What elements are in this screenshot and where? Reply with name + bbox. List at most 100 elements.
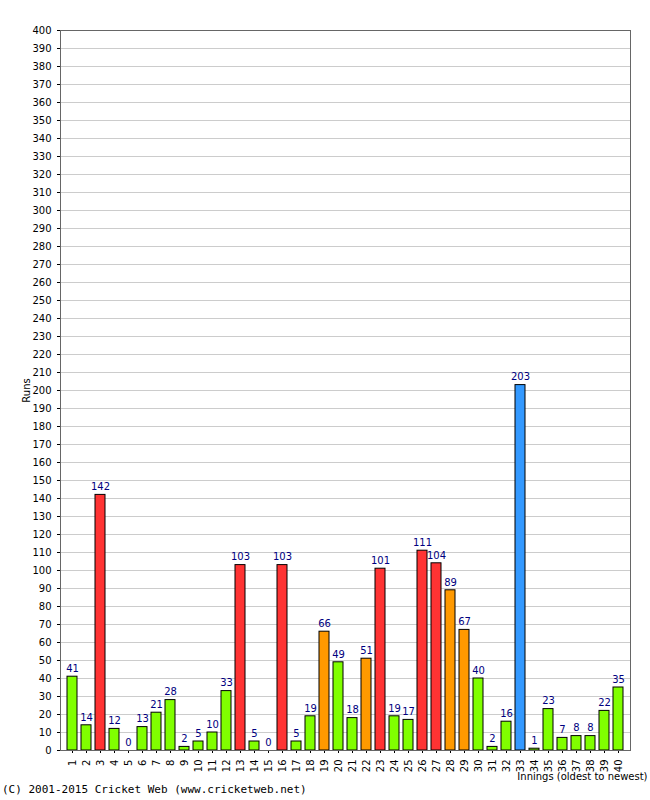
- svg-text:16: 16: [500, 708, 513, 719]
- svg-text:12: 12: [221, 760, 232, 773]
- svg-text:31: 31: [487, 760, 498, 773]
- svg-text:26: 26: [417, 760, 428, 773]
- svg-text:50: 50: [39, 655, 52, 666]
- svg-text:17: 17: [291, 760, 302, 773]
- svg-text:22: 22: [598, 697, 611, 708]
- svg-text:160: 160: [32, 457, 51, 468]
- svg-text:310: 310: [32, 187, 51, 198]
- svg-text:28: 28: [445, 760, 456, 773]
- svg-text:250: 250: [32, 295, 51, 306]
- svg-text:7: 7: [559, 724, 565, 735]
- svg-text:200: 200: [32, 385, 51, 396]
- svg-text:100: 100: [32, 565, 51, 576]
- svg-text:101: 101: [371, 555, 390, 566]
- svg-text:380: 380: [32, 61, 51, 72]
- svg-text:330: 330: [32, 151, 51, 162]
- svg-text:60: 60: [39, 637, 52, 648]
- svg-text:40: 40: [472, 665, 485, 676]
- svg-text:90: 90: [39, 583, 52, 594]
- svg-text:27: 27: [431, 760, 442, 773]
- svg-text:400: 400: [32, 25, 51, 36]
- svg-text:360: 360: [32, 97, 51, 108]
- svg-text:370: 370: [32, 79, 51, 90]
- svg-text:240: 240: [32, 313, 51, 324]
- svg-text:5: 5: [293, 728, 299, 739]
- svg-text:80: 80: [39, 601, 52, 612]
- svg-text:14: 14: [249, 760, 260, 773]
- svg-text:230: 230: [32, 331, 51, 342]
- svg-text:130: 130: [32, 511, 51, 522]
- svg-text:111: 111: [413, 537, 432, 548]
- svg-text:170: 170: [32, 439, 51, 450]
- svg-text:21: 21: [150, 699, 163, 710]
- svg-text:270: 270: [32, 259, 51, 270]
- svg-text:8: 8: [587, 722, 593, 733]
- svg-text:10: 10: [206, 719, 219, 730]
- svg-text:10: 10: [39, 727, 52, 738]
- svg-text:0: 0: [125, 737, 131, 748]
- svg-text:350: 350: [32, 115, 51, 126]
- svg-text:8: 8: [573, 722, 579, 733]
- svg-text:0: 0: [265, 737, 271, 748]
- svg-text:6: 6: [137, 760, 148, 766]
- svg-text:41: 41: [66, 663, 79, 674]
- svg-text:51: 51: [360, 645, 373, 656]
- svg-text:220: 220: [32, 349, 51, 360]
- svg-text:28: 28: [164, 686, 177, 697]
- svg-text:103: 103: [231, 551, 250, 562]
- svg-text:49: 49: [332, 649, 345, 660]
- svg-text:142: 142: [91, 481, 110, 492]
- svg-text:30: 30: [39, 691, 52, 702]
- svg-text:Runs: Runs: [21, 378, 32, 402]
- svg-text:19: 19: [304, 703, 317, 714]
- svg-text:23: 23: [375, 760, 386, 773]
- svg-text:260: 260: [32, 277, 51, 288]
- svg-text:110: 110: [32, 547, 51, 558]
- svg-text:190: 190: [32, 403, 51, 414]
- svg-text:66: 66: [318, 618, 331, 629]
- svg-text:340: 340: [32, 133, 51, 144]
- svg-text:Innings (oldest to newest): Innings (oldest to newest): [517, 771, 647, 782]
- svg-text:20: 20: [39, 709, 52, 720]
- svg-text:280: 280: [32, 241, 51, 252]
- svg-text:180: 180: [32, 421, 51, 432]
- svg-text:19: 19: [319, 760, 330, 773]
- svg-text:8: 8: [165, 760, 176, 766]
- svg-text:9: 9: [179, 760, 190, 766]
- svg-text:10: 10: [193, 760, 204, 773]
- svg-text:35: 35: [612, 674, 625, 685]
- svg-text:13: 13: [136, 713, 149, 724]
- svg-text:5: 5: [195, 728, 201, 739]
- svg-text:2: 2: [489, 733, 495, 744]
- svg-text:104: 104: [427, 550, 446, 561]
- svg-text:67: 67: [458, 616, 471, 627]
- svg-text:21: 21: [347, 760, 358, 773]
- svg-text:0: 0: [45, 745, 51, 756]
- svg-text:4: 4: [109, 760, 120, 766]
- svg-text:140: 140: [32, 493, 51, 504]
- svg-text:390: 390: [32, 43, 51, 54]
- svg-text:14: 14: [80, 712, 93, 723]
- svg-text:2: 2: [181, 733, 187, 744]
- svg-text:30: 30: [473, 760, 484, 773]
- svg-text:24: 24: [389, 760, 400, 773]
- svg-text:120: 120: [32, 529, 51, 540]
- svg-text:18: 18: [305, 760, 316, 773]
- svg-text:300: 300: [32, 205, 51, 216]
- svg-text:16: 16: [277, 760, 288, 773]
- svg-text:11: 11: [207, 760, 218, 773]
- svg-text:18: 18: [346, 704, 359, 715]
- svg-text:22: 22: [361, 760, 372, 773]
- svg-text:2: 2: [81, 760, 92, 766]
- svg-text:70: 70: [39, 619, 52, 630]
- svg-text:5: 5: [251, 728, 257, 739]
- svg-text:1: 1: [67, 760, 78, 766]
- svg-text:290: 290: [32, 223, 51, 234]
- svg-text:89: 89: [444, 577, 457, 588]
- svg-text:15: 15: [263, 760, 274, 773]
- svg-text:25: 25: [403, 760, 414, 773]
- svg-text:23: 23: [542, 695, 555, 706]
- svg-text:13: 13: [235, 760, 246, 773]
- svg-text:210: 210: [32, 367, 51, 378]
- svg-text:33: 33: [220, 677, 233, 688]
